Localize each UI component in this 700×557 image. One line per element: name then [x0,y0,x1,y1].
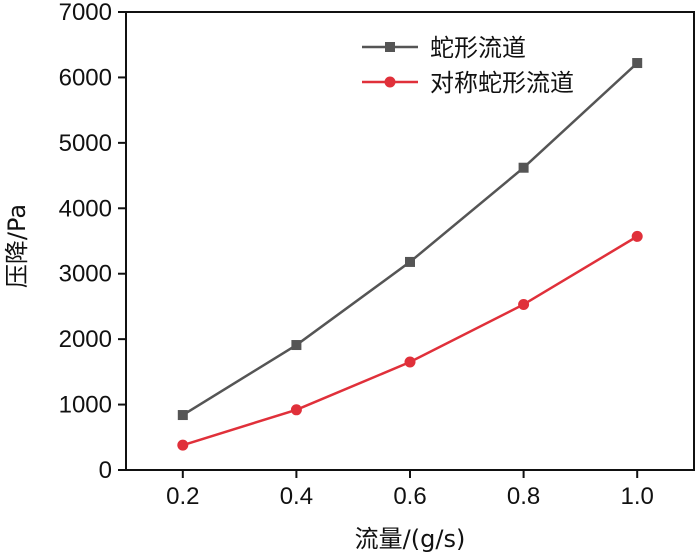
y-axis-tick-label: 3000 [59,261,112,288]
series-point [177,439,189,451]
series-point [632,58,643,69]
series-layer [177,58,643,451]
series-point [405,256,415,267]
x-axis-title: 流量/(g/s) [355,525,466,553]
y-axis-tick-label: 4000 [59,195,112,222]
series-1 [177,58,643,421]
legend-marker [385,42,395,52]
series-point [631,230,643,242]
y-axis-tick-label: 7000 [59,0,112,26]
series-line [182,235,638,447]
series-2 [177,230,643,451]
series-point [290,404,302,416]
series-point [518,298,530,310]
legend-item-1: 蛇形流道 [362,34,526,62]
legend-label: 蛇形流道 [430,34,526,62]
series-point [291,340,302,351]
series-point [518,162,529,173]
x-axis-tick-label: 0.2 [166,483,199,510]
x-axis-tick-label: 1.0 [621,483,654,510]
x-axis-tick-label: 0.8 [507,483,540,510]
y-axis-title: 压降/Pa [3,204,31,288]
plot-frame [125,11,695,471]
series-point [177,410,188,421]
y-axis-tick-label: 1000 [59,392,112,419]
x-axis-tick-label: 0.4 [280,483,313,510]
y-axis-tick-label: 2000 [59,326,112,353]
series-point [404,356,416,368]
y-axis-tick-label: 6000 [59,64,112,91]
legend-label: 对称蛇形流道 [430,69,574,97]
y-axis-tick-label: 0 [99,457,112,484]
axes-layer: 0 1000 2000 3000 4000 5000 6000 7000 0.2 0.4 0.6 0.… [59,0,695,510]
legend-item-2: 对称蛇形流道 [362,69,574,97]
legend-marker [384,76,396,88]
x-axis-tick-label: 0.6 [393,483,426,510]
y-axis-tick-label: 5000 [59,130,112,157]
